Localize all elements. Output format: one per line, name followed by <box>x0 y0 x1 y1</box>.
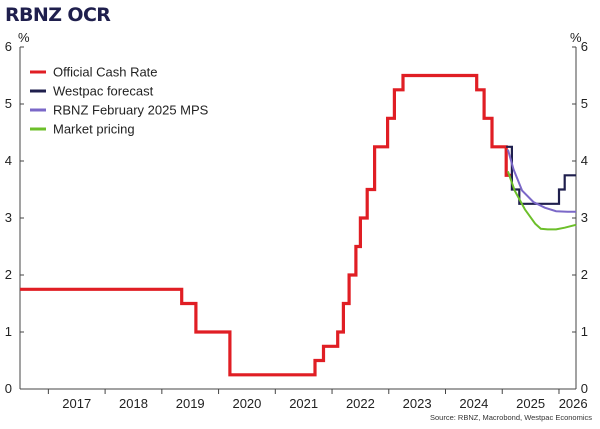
x-tick-label: 2017 <box>62 396 91 411</box>
right-unit-label: % <box>570 30 582 45</box>
y-tick-label-right: 3 <box>581 210 588 225</box>
legend-label: RBNZ February 2025 MPS <box>53 103 209 118</box>
x-tick-label: 2024 <box>459 396 488 411</box>
series-layer <box>20 73 577 377</box>
y-tick-label-right: 5 <box>581 96 588 111</box>
y-tick-label-left: 4 <box>5 153 12 168</box>
series-line-official-cash-rate <box>20 73 512 377</box>
y-tick-label-left: 3 <box>5 210 12 225</box>
x-tick-label: 2026 <box>559 396 588 411</box>
x-tick-label: 2021 <box>289 396 318 411</box>
x-tick-labels: 2017 2018 2019 2020 2021 2022 2023 2024 2025 2026 <box>47 389 588 411</box>
series-line-market-pricing <box>506 170 577 231</box>
y-tick-label-right: 2 <box>581 267 588 282</box>
x-tick-label: 2019 <box>176 396 205 411</box>
x-tick-label: 2025 <box>516 396 545 411</box>
legend-label: Westpac forecast <box>53 84 154 99</box>
x-tick-label: 2022 <box>346 396 375 411</box>
y-tick-label-left: 1 <box>5 324 12 339</box>
y-tick-label-left: 5 <box>5 96 12 111</box>
chart-title: RBNZ OCR <box>5 4 111 26</box>
y-tick-label-left: 6 <box>5 39 12 54</box>
x-tick-label: 2020 <box>232 396 261 411</box>
x-tick-label: 2018 <box>119 396 148 411</box>
y-tick-label-right: 0 <box>581 381 588 396</box>
x-tick-label: 2023 <box>403 396 432 411</box>
y-tick-label-right: 4 <box>581 153 588 168</box>
legend-label: Market pricing <box>53 122 135 137</box>
legend-label: Official Cash Rate <box>53 65 158 80</box>
series-line-rbnz-february-2025-mps <box>506 149 576 213</box>
y-tick-label-right: 1 <box>581 324 588 339</box>
source-note: Source: RBNZ, Macrobond, Westpac Economi… <box>430 413 592 422</box>
left-tick-labels: 0 1 2 3 4 5 6 <box>5 39 24 396</box>
legend: Official Cash Rate Westpac forecast RBNZ F… <box>30 65 209 137</box>
right-tick-labels: 0 1 2 3 4 5 6 <box>572 39 588 396</box>
left-unit-label: % <box>18 30 30 45</box>
y-tick-label-left: 2 <box>5 267 12 282</box>
y-tick-label-right: 6 <box>581 39 588 54</box>
y-tick-label-left: 0 <box>5 381 12 396</box>
